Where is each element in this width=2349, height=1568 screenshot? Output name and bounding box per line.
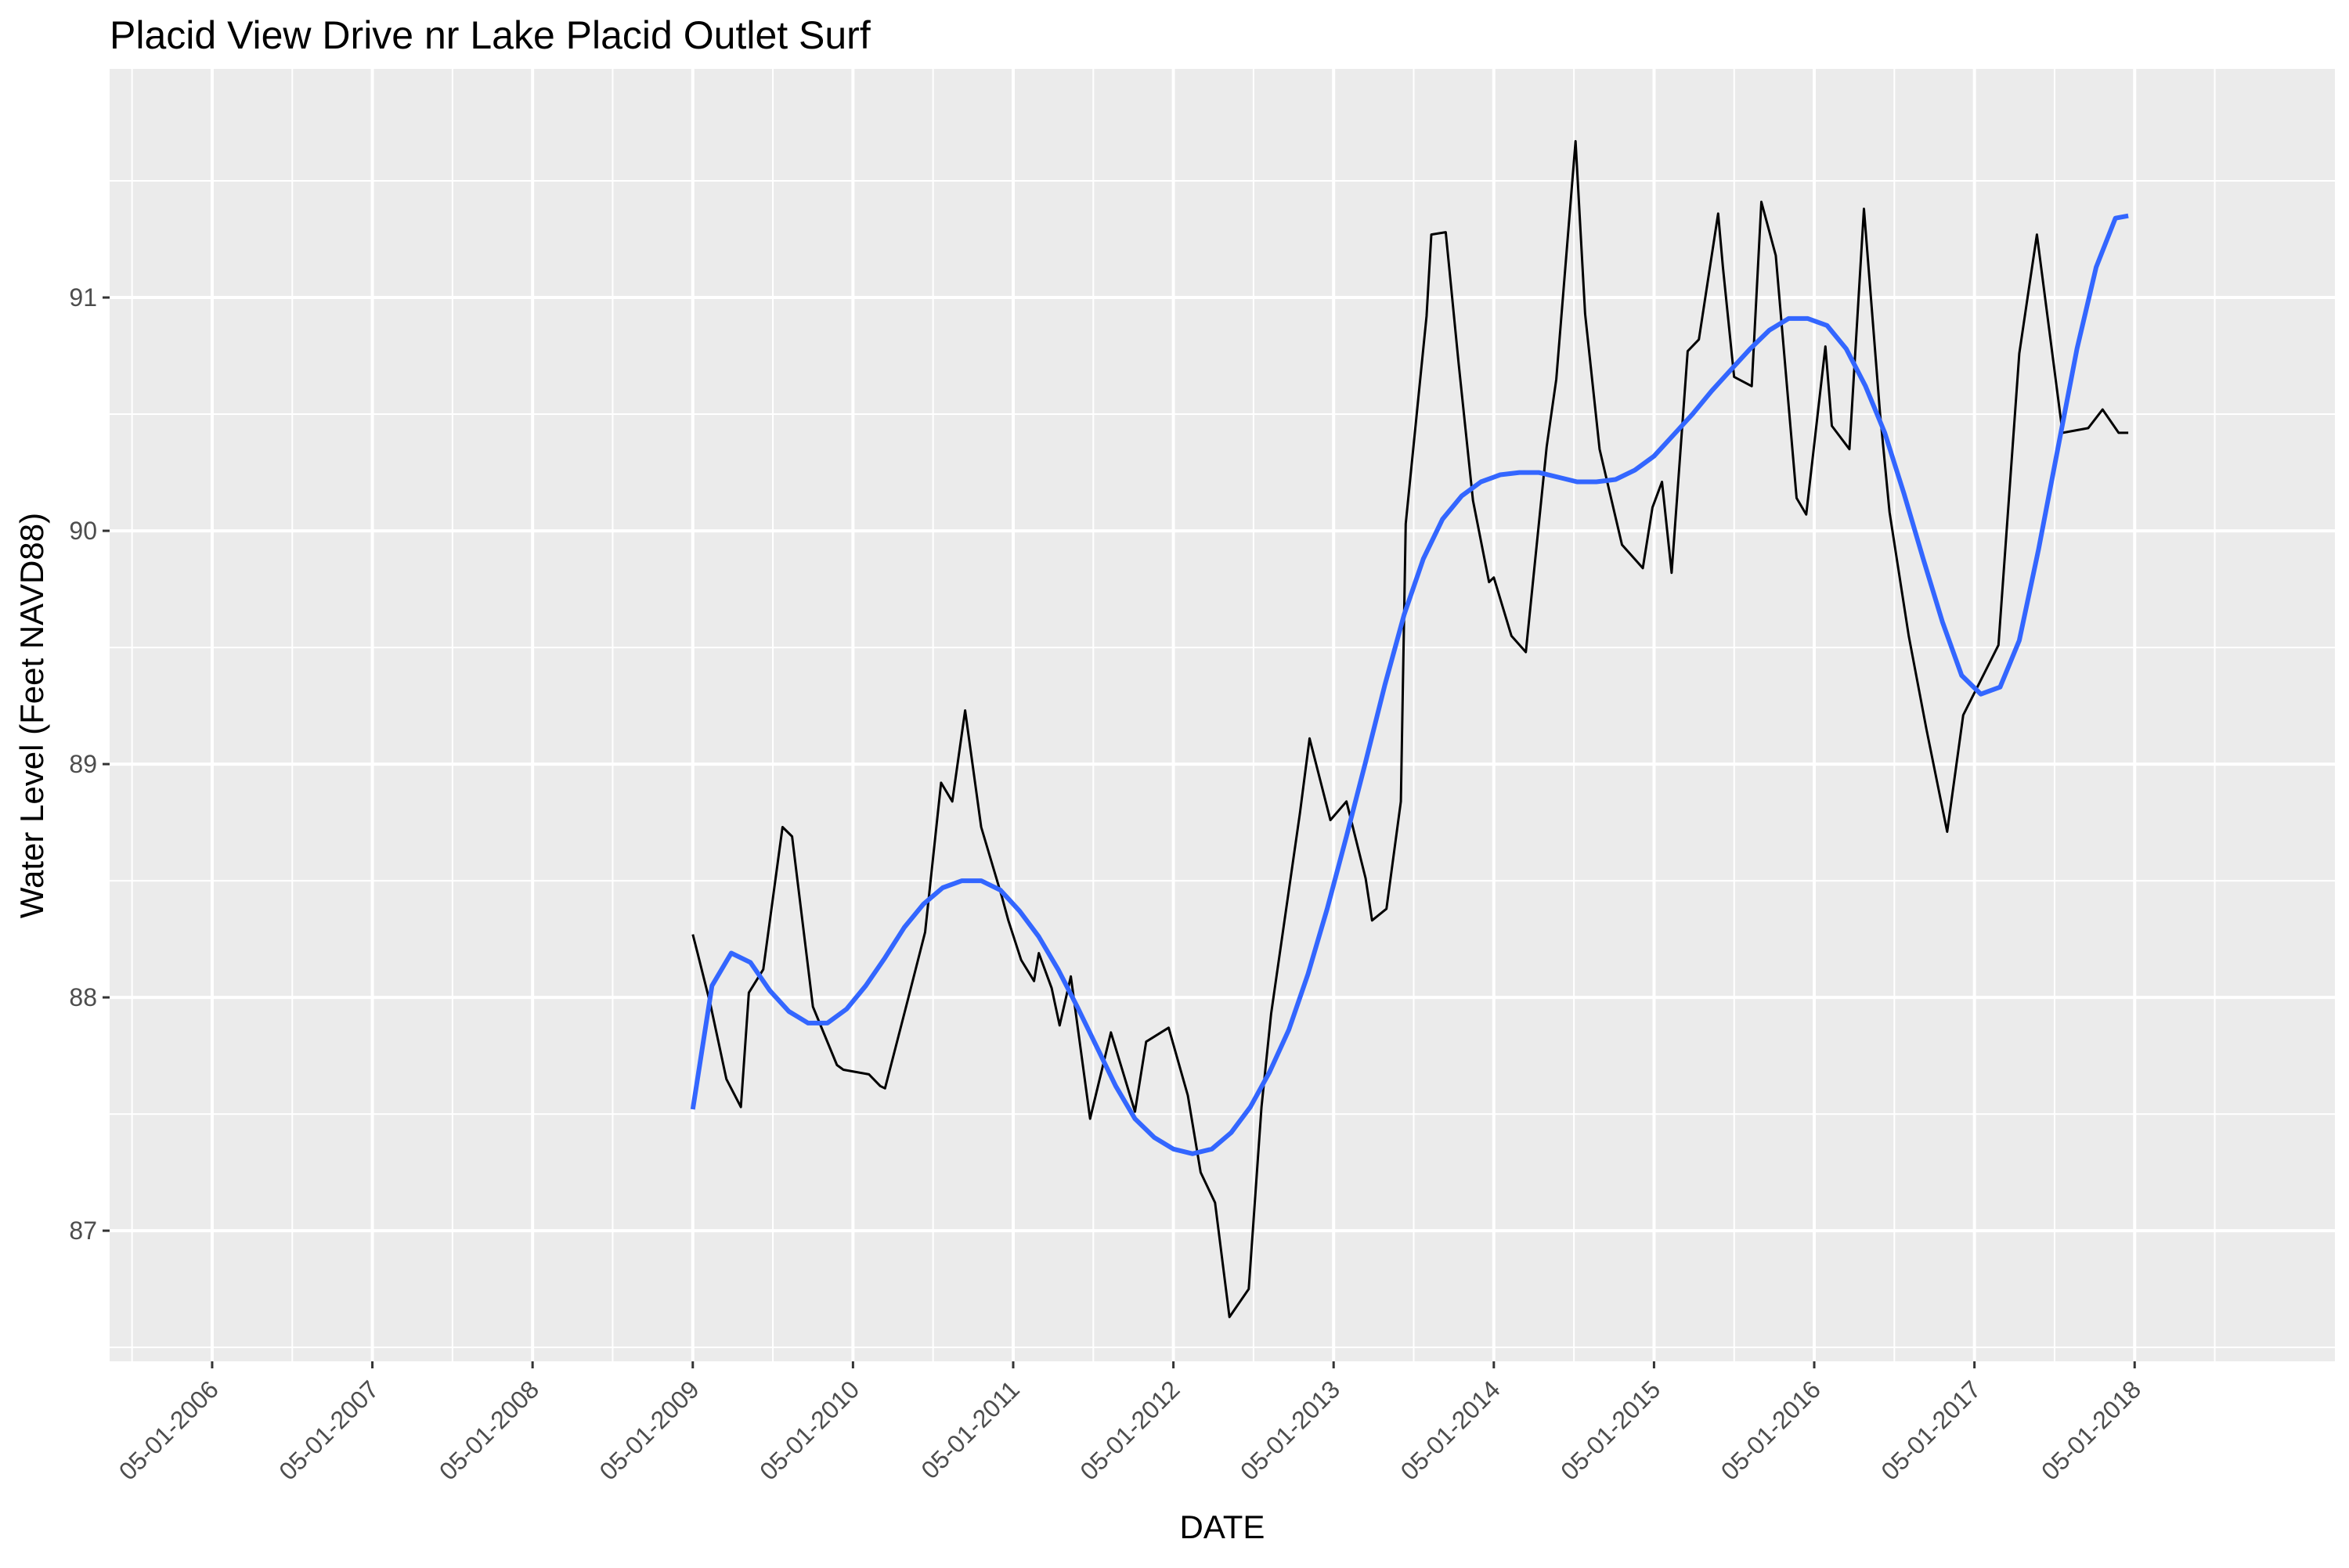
major-gridlines (110, 69, 2335, 1361)
x-axis-title: DATE (1180, 1509, 1265, 1545)
x-tick-label: 05-01-2007 (273, 1375, 384, 1485)
x-axis: 05-01-2006 05-01-2007 05-01-2008 05-01-2009… (114, 1361, 2146, 1486)
x-tick-label: 05-01-2009 (594, 1375, 705, 1485)
water-level-series-line (691, 139, 2129, 1318)
x-tick-label: 05-01-2008 (434, 1375, 544, 1485)
x-tick-label: 05-01-2011 (915, 1375, 1025, 1484)
y-tick-label: 87 (69, 1217, 97, 1245)
x-tick-label: 05-01-2014 (1395, 1375, 1506, 1485)
plot-panel (110, 69, 2335, 1361)
y-axis-title: Water Level (Feet NAVD88) (13, 513, 50, 918)
x-tick-label: 05-01-2006 (114, 1375, 224, 1485)
y-tick-label: 88 (69, 983, 97, 1011)
y-axis: 87 88 89 90 91 (69, 283, 110, 1245)
x-tick-label: 05-01-2012 (1074, 1375, 1185, 1485)
y-tick-label: 90 (69, 517, 97, 545)
x-tick-label: 05-01-2017 (1875, 1375, 1986, 1485)
y-tick-label: 89 (69, 750, 97, 778)
smoothed-trend-line (690, 213, 2129, 1156)
x-tick-label: 05-01-2016 (1716, 1375, 1826, 1485)
x-tick-label: 05-01-2018 (2036, 1375, 2146, 1485)
chart-title: Placid View Drive nr Lake Placid Outlet … (110, 13, 871, 57)
minor-gridlines (110, 69, 2335, 1361)
x-tick-label: 05-01-2010 (754, 1375, 864, 1485)
series-layer (690, 139, 2129, 1318)
y-tick-label: 91 (69, 283, 97, 312)
x-tick-label: 05-01-2013 (1235, 1375, 1345, 1485)
x-tick-label: 05-01-2015 (1555, 1375, 1665, 1485)
